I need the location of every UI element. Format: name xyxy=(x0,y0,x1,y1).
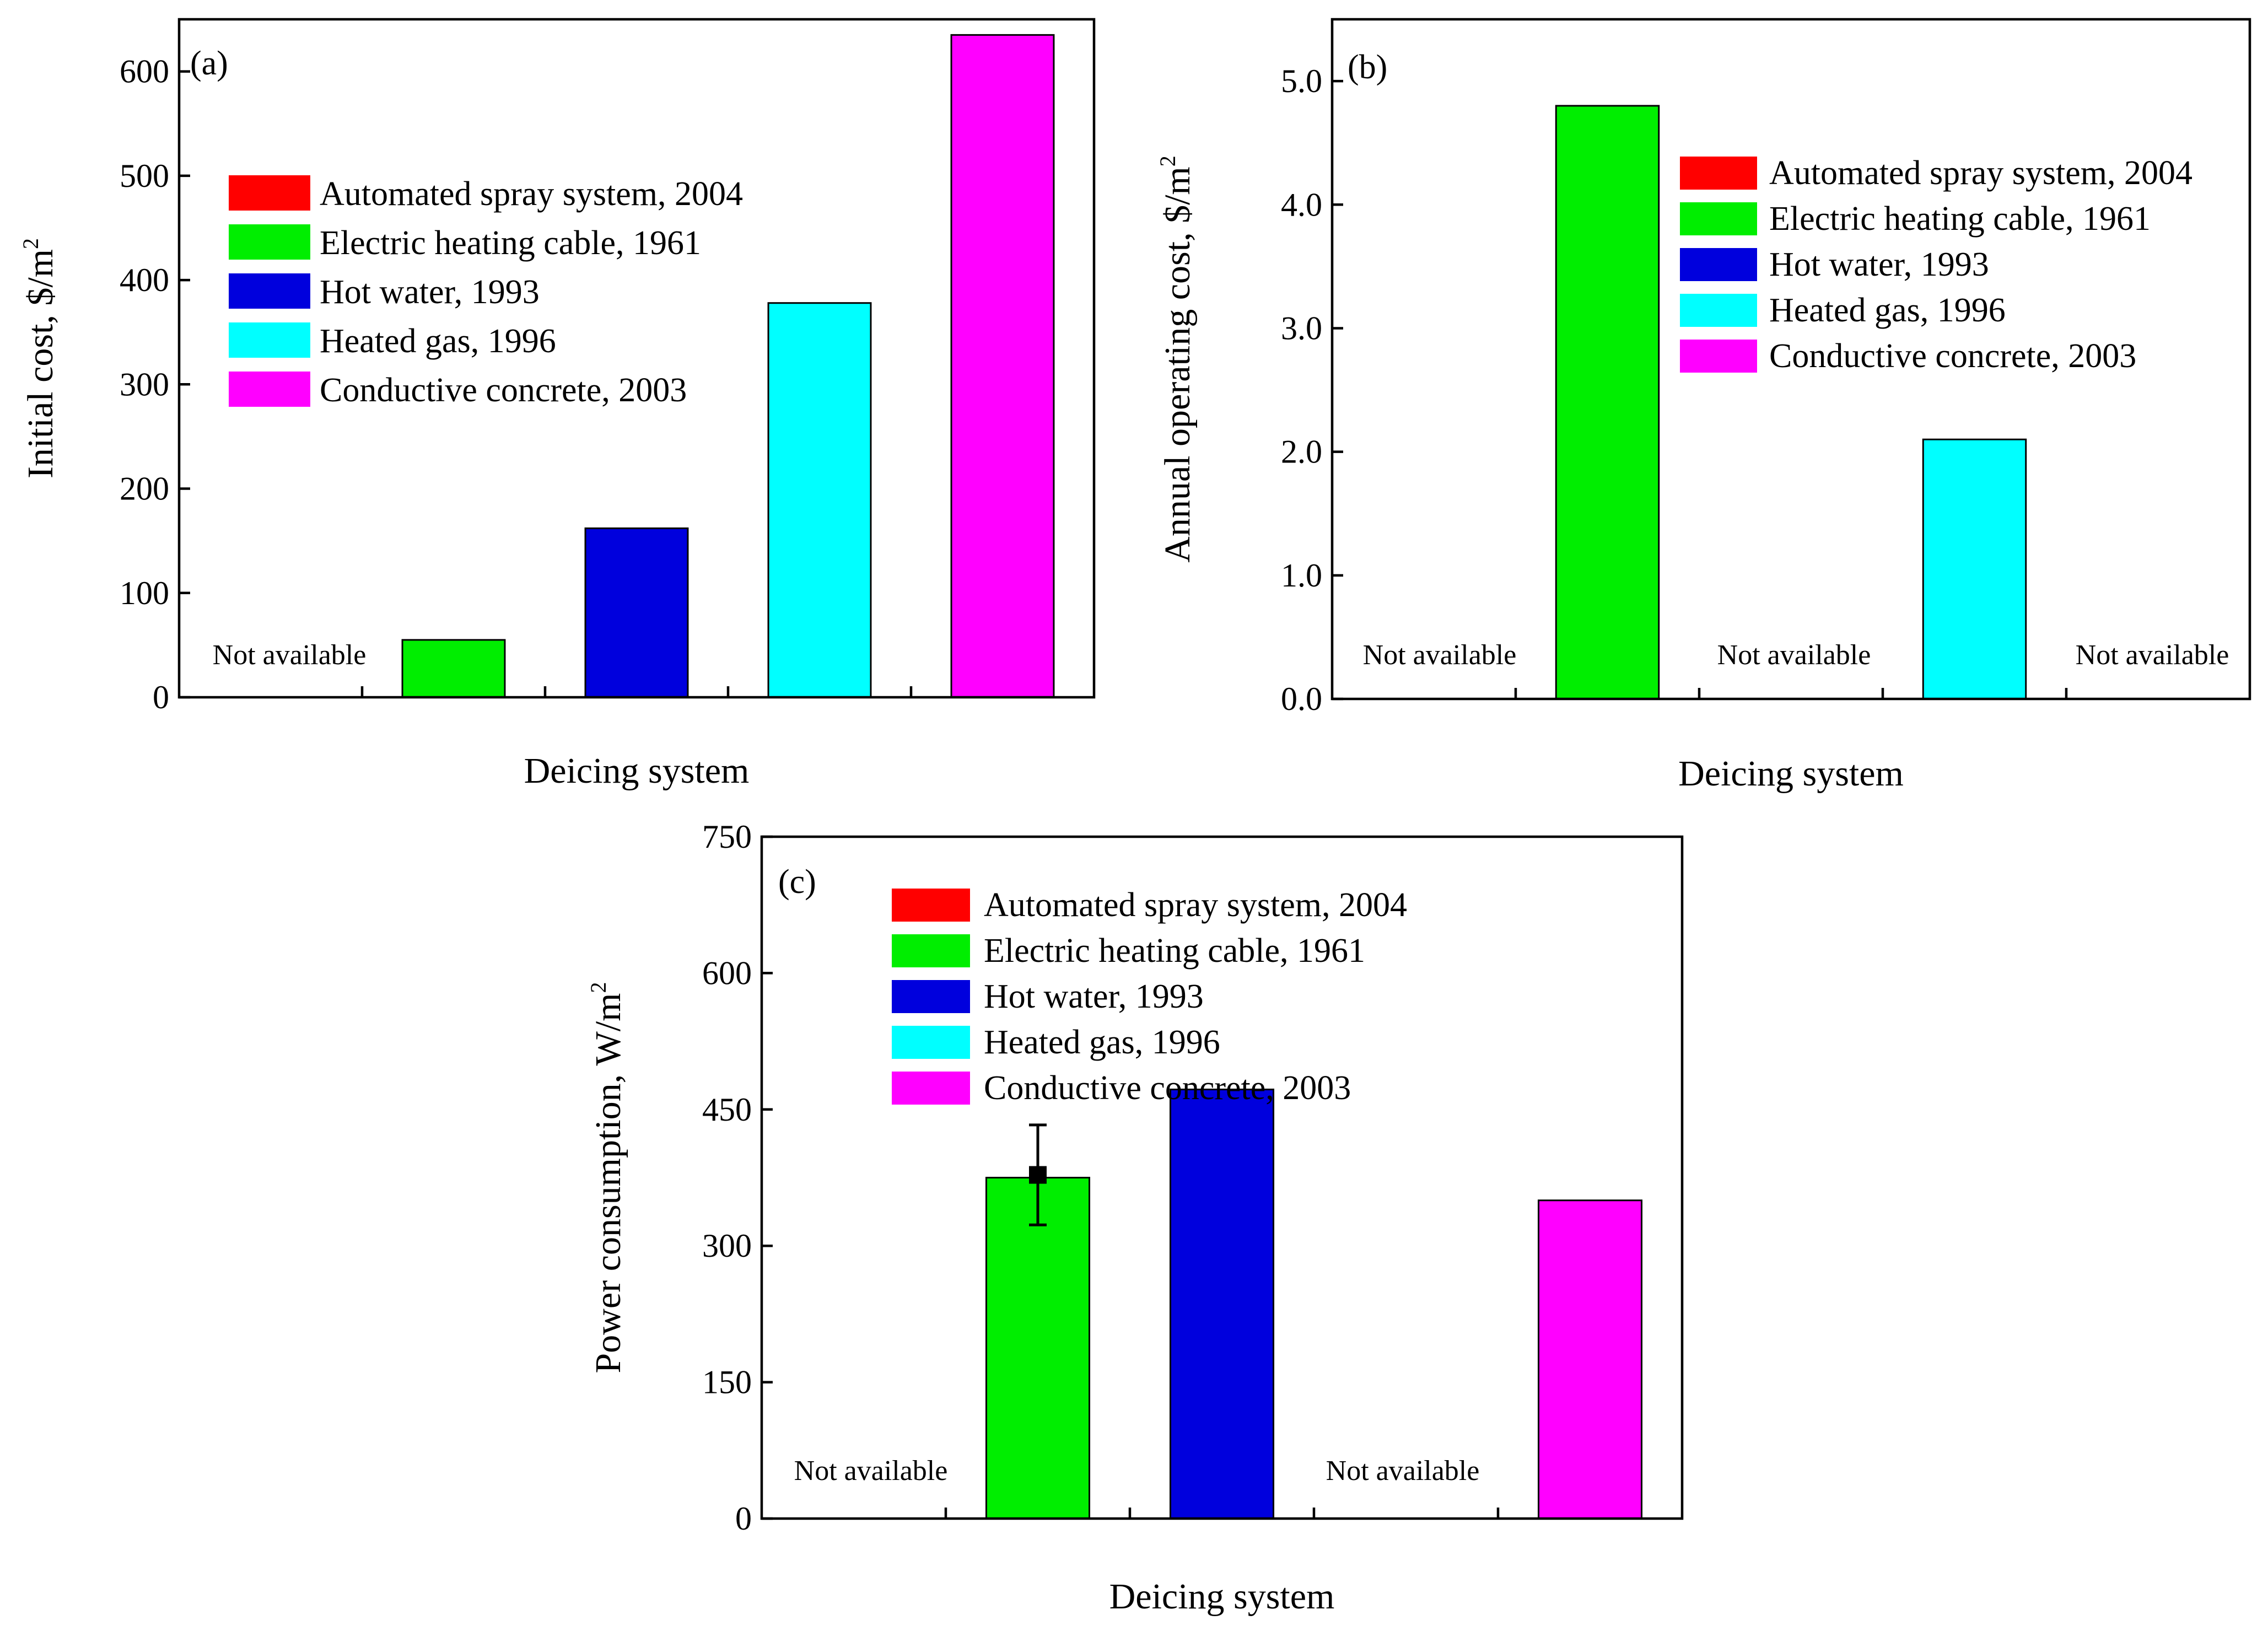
legend-label-b-3: Hot water, 1993 xyxy=(1769,246,1989,283)
legend-swatch-c-1 xyxy=(892,889,970,922)
legend-swatch-b-4 xyxy=(1680,294,1757,327)
y-tick-label-a-0: 0 xyxy=(153,679,169,715)
bar-a-4 xyxy=(767,302,872,698)
legend-label-c-4: Heated gas, 1996 xyxy=(984,1024,1220,1061)
y-axis-title-text-b: Annual operating cost, $/m xyxy=(1157,166,1198,563)
legend-label-a-4: Heated gas, 1996 xyxy=(320,322,556,360)
x-axis-title-c: Deicing system xyxy=(1109,1576,1335,1617)
y-tick-label-a-1: 100 xyxy=(120,575,169,611)
bar-a-2 xyxy=(401,639,506,698)
panel-label-b: (b) xyxy=(1348,49,1387,86)
y-tick-label-c-2: 300 xyxy=(702,1228,752,1264)
chart-panel-a: 0 100 200 300 400 500 600 Not available (a) Autom… xyxy=(18,18,1096,791)
panel-label-a: (a) xyxy=(190,45,228,82)
chart-panel-c: 0 150 300 450 600 750 Not available Not availab… xyxy=(586,819,1684,1617)
legend-label-c-3: Hot water, 1993 xyxy=(984,978,1204,1015)
y-tick-label-b-5: 5.0 xyxy=(1281,63,1322,99)
legend-swatch-a-3 xyxy=(229,273,310,309)
legend-label-b-2: Electric heating cable, 1961 xyxy=(1769,200,2151,238)
y-axis-title-superscript-b: 2 xyxy=(1155,155,1180,166)
not-available-label-b-2: Not available xyxy=(1717,639,1871,671)
legend-label-b-5: Conductive concrete, 2003 xyxy=(1769,337,2136,375)
legend-label-b-4: Heated gas, 1996 xyxy=(1769,292,2006,329)
y-tick-label-c-4: 600 xyxy=(702,955,752,991)
bar-b-2 xyxy=(1555,105,1660,700)
legend-swatch-b-3 xyxy=(1680,248,1757,281)
bar-c-5 xyxy=(1537,1199,1643,1520)
legend-label-b-1: Automated spray system, 2004 xyxy=(1769,154,2192,192)
legend-swatch-b-1 xyxy=(1680,157,1757,190)
error-bar-mean-marker xyxy=(1029,1166,1047,1184)
legend-label-a-2: Electric heating cable, 1961 xyxy=(320,224,701,262)
y-tick-label-c-3: 450 xyxy=(702,1091,752,1128)
legend-swatch-c-2 xyxy=(892,934,970,967)
not-available-label-b-3: Not available xyxy=(2076,639,2229,671)
y-tick-label-c-1: 150 xyxy=(702,1364,752,1401)
y-tick-label-b-3: 3.0 xyxy=(1281,310,1322,346)
x-axis-title-b: Deicing system xyxy=(1678,753,1904,794)
y-tick-label-b-1: 1.0 xyxy=(1281,557,1322,594)
y-tick-label-c-0: 0 xyxy=(735,1500,752,1537)
legend-swatch-a-1 xyxy=(229,175,310,211)
legend-label-a-1: Automated spray system, 2004 xyxy=(320,175,743,213)
legend-label-c-1: Automated spray system, 2004 xyxy=(984,886,1407,924)
not-available-label-c-1: Not available xyxy=(794,1455,948,1487)
y-axis-title-c: Power consumption, W/m2 xyxy=(586,982,628,1374)
y-tick-label-a-2: 200 xyxy=(120,471,169,507)
legend-swatch-a-4 xyxy=(229,322,310,358)
legend-swatch-a-2 xyxy=(229,224,310,260)
plot-frame-c xyxy=(760,835,1684,1520)
legend-label-a-3: Hot water, 1993 xyxy=(320,273,540,311)
legend-swatch-a-5 xyxy=(229,372,310,407)
legend-swatch-b-5 xyxy=(1680,340,1757,373)
panel-label-c: (c) xyxy=(778,863,816,901)
legend-label-c-2: Electric heating cable, 1961 xyxy=(984,932,1365,970)
legend-swatch-c-4 xyxy=(892,1026,970,1059)
bar-a-3 xyxy=(584,527,689,698)
y-tick-label-a-5: 500 xyxy=(120,158,169,194)
y-tick-label-b-0: 0.0 xyxy=(1281,681,1322,717)
bar-b-4 xyxy=(1922,438,2027,700)
y-axis-title-superscript-c: 2 xyxy=(586,982,611,993)
legend-label-c-5: Conductive concrete, 2003 xyxy=(984,1069,1351,1107)
y-axis-title-text-c: Power consumption, W/m xyxy=(588,993,628,1374)
legend-swatch-c-3 xyxy=(892,980,970,1013)
y-tick-label-b-2: 2.0 xyxy=(1281,434,1322,470)
bar-a-5 xyxy=(950,34,1055,698)
y-tick-label-a-4: 400 xyxy=(120,262,169,298)
not-available-label-c-2: Not available xyxy=(1326,1455,1480,1487)
legend-swatch-b-2 xyxy=(1680,202,1757,235)
y-tick-label-a-3: 300 xyxy=(120,366,169,402)
not-available-label-b-1: Not available xyxy=(1363,639,1517,671)
y-tick-label-c-5: 750 xyxy=(702,819,752,855)
legend-swatch-c-5 xyxy=(892,1072,970,1105)
y-tick-label-a-6: 600 xyxy=(120,53,169,90)
y-axis-title-text-a: Initial cost, $/m xyxy=(20,249,61,478)
chart-panel-b: 0.0 1.0 2.0 3.0 4.0 5.0 Not available Not avail… xyxy=(1155,18,2251,794)
bar-c-3 xyxy=(1169,1089,1275,1520)
bar-c-2 xyxy=(985,1177,1091,1520)
plot-frame-b xyxy=(1330,18,2251,701)
y-axis-title-superscript-a: 2 xyxy=(18,238,43,249)
x-axis-title-a: Deicing system xyxy=(524,751,750,791)
y-tick-label-b-4: 4.0 xyxy=(1281,186,1322,223)
legend-label-a-5: Conductive concrete, 2003 xyxy=(320,372,687,409)
not-available-label-a-1: Not available xyxy=(213,639,367,671)
plot-frame-a xyxy=(177,18,1096,699)
y-axis-title-a: Initial cost, $/m2 xyxy=(18,238,61,478)
y-axis-title-b: Annual operating cost, $/m2 xyxy=(1155,155,1198,563)
